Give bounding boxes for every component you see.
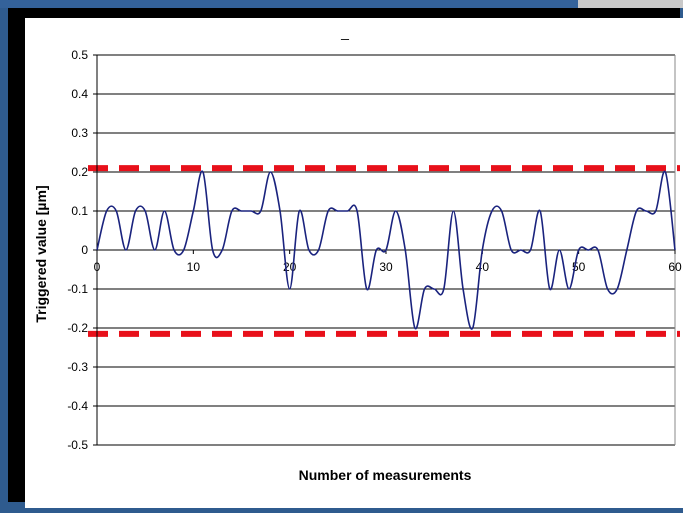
- y-tick-label: 0.5: [71, 48, 88, 62]
- chart-title-mark: _: [340, 24, 349, 40]
- background-tab: [578, 0, 683, 8]
- y-tick-label: 0.2: [71, 165, 88, 179]
- chart-frame: 0.5 0.4 0.3 0.2 0.1 0 -0.1 -0.2 -0.3 -0.4 -0.5 0 10 2…: [8, 8, 683, 508]
- axes: 0.50.40.30.20.10-0.1-0.2-0.3-0.4-0.50 10 2…: [67, 48, 682, 452]
- y-tick-label: 0.4: [71, 87, 88, 101]
- y-axis-label: Triggered value [µm]: [33, 185, 49, 322]
- line-chart: 0.50.40.30.20.10-0.1-0.2-0.3-0.4-0.50 10 2…: [33, 24, 682, 483]
- y-tick-label: -0.2: [67, 321, 88, 335]
- x-tick-label: 40: [476, 260, 490, 274]
- threshold-lines: [88, 165, 680, 337]
- x-axis-label: Number of measurements: [299, 467, 472, 483]
- y-tick-label: 0.1: [71, 204, 88, 218]
- y-tick-label: 0: [81, 243, 88, 257]
- y-tick-label: -0.5: [67, 438, 88, 452]
- series-line: [96, 170, 676, 330]
- x-tick-label: 60: [668, 260, 682, 274]
- chart-area: 0.5 0.4 0.3 0.2 0.1 0 -0.1 -0.2 -0.3 -0.4 -0.5 0 10 2…: [25, 18, 683, 508]
- x-tick-label: 10: [187, 260, 201, 274]
- series-layer: [96, 170, 676, 330]
- y-tick-label: -0.1: [67, 282, 88, 296]
- y-tick-label: -0.4: [67, 399, 88, 413]
- y-tick-label: 0.3: [71, 126, 88, 140]
- y-tick-label: -0.3: [67, 360, 88, 374]
- background-strip: [0, 0, 683, 8]
- x-tick-label: 0: [94, 260, 101, 274]
- x-tick-label: 30: [379, 260, 393, 274]
